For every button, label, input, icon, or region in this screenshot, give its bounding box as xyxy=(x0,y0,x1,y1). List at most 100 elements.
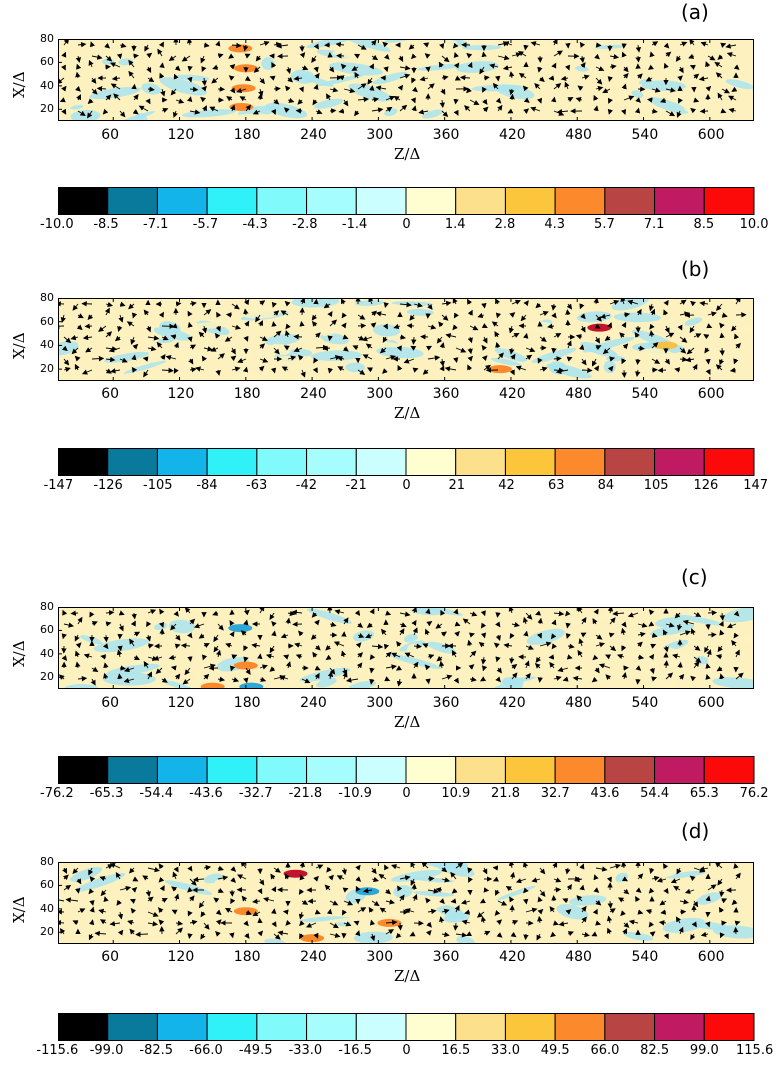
vector-arrow xyxy=(688,53,695,59)
vector-arrow xyxy=(665,110,676,117)
colorbar-tick-label: 21 xyxy=(448,478,466,493)
vector-arrow xyxy=(427,876,435,882)
colorbar-segment xyxy=(703,448,755,476)
vector-arrow xyxy=(366,367,374,373)
vector-arrow xyxy=(375,85,387,91)
vector-arrow xyxy=(564,64,570,71)
vector-arrow xyxy=(566,340,572,349)
vector-arrow xyxy=(310,634,317,640)
vector-arrow xyxy=(578,638,584,647)
vector-arrow xyxy=(284,300,291,307)
x-tick-label: 360 xyxy=(432,949,460,965)
vector-arrow xyxy=(462,618,471,625)
vector-arrow xyxy=(325,644,331,651)
vector-arrow xyxy=(146,66,152,74)
vector-arrow xyxy=(693,73,700,80)
vector-arrow xyxy=(63,622,74,628)
x-tick-label: 480 xyxy=(565,127,592,143)
vector-arrow xyxy=(577,85,584,91)
field-blob xyxy=(526,628,565,645)
vector-arrow xyxy=(679,41,688,47)
colorbar-tick-label: -147 xyxy=(43,478,74,493)
vector-arrow xyxy=(63,366,71,373)
colorbar-tick-label: -33.0 xyxy=(288,1043,323,1058)
vector-arrow xyxy=(665,51,672,58)
vector-arrow xyxy=(240,630,247,636)
vector-arrow xyxy=(77,313,84,319)
vector-arrow xyxy=(693,333,702,339)
vector-arrow xyxy=(509,88,515,96)
panel-label-c: (c) xyxy=(681,565,708,589)
vector-arrow xyxy=(343,87,356,94)
vector-arrow xyxy=(61,655,68,661)
field-blob xyxy=(650,680,677,689)
vector-arrow xyxy=(482,98,488,105)
colorbar-d xyxy=(58,1013,755,1041)
vector-arrow xyxy=(651,108,658,114)
vector-arrow xyxy=(187,632,193,639)
vector-arrow xyxy=(511,333,520,338)
vector-arrow xyxy=(423,42,430,48)
vector-arrow xyxy=(273,310,280,316)
vector-arrow xyxy=(203,309,212,316)
vector-arrow xyxy=(352,345,359,351)
x-tick-label: 540 xyxy=(631,695,659,711)
vector-arrow xyxy=(651,87,661,93)
colorbar-tick-label: 49.5 xyxy=(540,1043,570,1058)
vector-arrow xyxy=(620,627,627,636)
vector-arrow xyxy=(649,51,655,58)
vector-arrow xyxy=(297,354,304,361)
vector-arrow xyxy=(422,643,429,649)
vector-arrow xyxy=(243,656,249,663)
colorbar-tick-label: 16.5 xyxy=(441,1043,471,1058)
vector-arrow xyxy=(59,97,66,103)
vector-arrow xyxy=(579,41,586,48)
field-blob xyxy=(649,623,695,637)
vector-arrow xyxy=(118,314,124,323)
vector-arrow xyxy=(518,72,527,79)
vector-arrow xyxy=(283,654,290,660)
vector-arrow xyxy=(536,632,542,639)
vector-arrow xyxy=(719,629,725,636)
vector-arrow xyxy=(508,325,514,334)
vector-arrow xyxy=(663,309,669,316)
vector-arrow xyxy=(119,42,127,48)
vector-arrow xyxy=(70,335,79,341)
vector-arrow xyxy=(311,55,317,63)
vector-arrow xyxy=(385,651,392,658)
vector-arrow xyxy=(70,610,79,616)
vector-arrow xyxy=(553,333,562,339)
vector-arrow xyxy=(214,332,221,339)
y-axis-label-a: X/Δ xyxy=(10,71,28,98)
field-hotspot xyxy=(487,365,512,374)
vector-arrow xyxy=(481,355,488,362)
colorbar-segment xyxy=(504,448,556,476)
vector-arrow xyxy=(195,366,205,372)
vector-arrow xyxy=(412,627,418,636)
vector-arrow xyxy=(734,333,740,340)
colorbar-tick-label: 84 xyxy=(597,478,615,493)
vector-arrow xyxy=(551,619,557,626)
vector-arrow xyxy=(410,53,417,60)
vector-arrow xyxy=(553,367,565,373)
vector-arrow xyxy=(690,107,697,114)
colorbar-tick-label: 82.5 xyxy=(640,1043,670,1058)
vector-arrow xyxy=(153,655,163,661)
vector-arrow xyxy=(685,356,695,363)
heatmap-panel-d xyxy=(58,862,754,944)
vector-arrow xyxy=(553,887,562,893)
vector-arrow xyxy=(63,336,72,344)
vector-arrow xyxy=(411,607,418,614)
field-blob xyxy=(414,647,460,659)
vector-arrow xyxy=(648,621,655,627)
vector-arrow xyxy=(61,633,67,640)
vector-arrow xyxy=(385,610,392,616)
vector-arrow xyxy=(733,610,740,617)
vector-arrow xyxy=(357,83,367,90)
vector-arrow xyxy=(547,323,555,329)
vector-arrow xyxy=(327,311,333,318)
vector-arrow xyxy=(520,314,527,322)
vector-arrow xyxy=(650,643,657,649)
vector-arrow xyxy=(174,643,181,649)
vector-arrow xyxy=(525,354,533,361)
